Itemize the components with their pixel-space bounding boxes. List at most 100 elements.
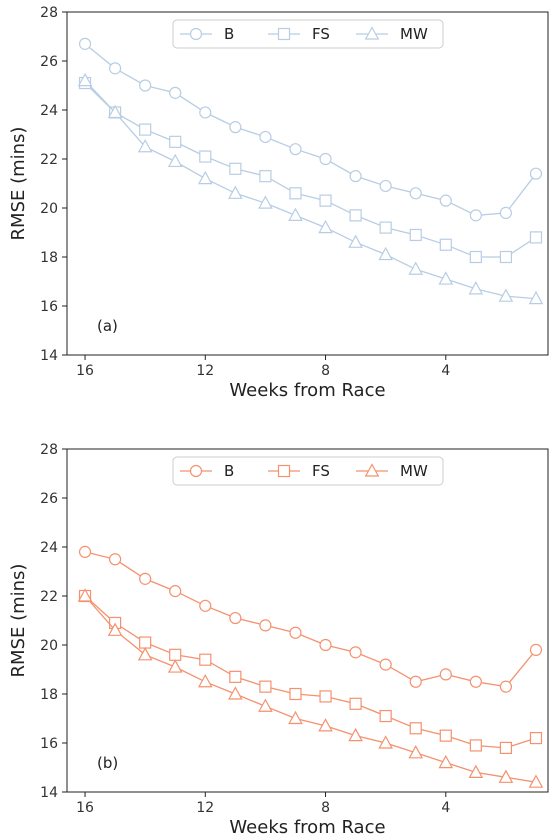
legend-box bbox=[172, 19, 444, 49]
data-point-fs bbox=[199, 150, 212, 163]
data-point-mw bbox=[438, 754, 454, 769]
y-tick-label: 26 bbox=[40, 54, 58, 70]
data-point-mw bbox=[378, 246, 393, 261]
data-point-b bbox=[289, 626, 302, 639]
data-point-mw bbox=[318, 219, 333, 234]
data-point-b bbox=[169, 584, 182, 598]
data-point-mw bbox=[137, 647, 153, 661]
data-point-b bbox=[108, 553, 122, 566]
legend-label-mw: MW bbox=[400, 25, 428, 43]
data-point-mw bbox=[348, 234, 363, 248]
data-point-b bbox=[139, 572, 152, 585]
x-tick-label: 8 bbox=[321, 363, 330, 379]
data-point-fs bbox=[229, 670, 242, 683]
panel-label: (a) bbox=[97, 317, 118, 335]
y-tick-label: 24 bbox=[40, 103, 58, 119]
data-point-mw bbox=[498, 769, 514, 783]
legend-label-fs: FS bbox=[312, 462, 330, 480]
data-point-fs bbox=[379, 709, 392, 723]
data-point-b bbox=[349, 646, 362, 659]
series-line-fs bbox=[84, 82, 537, 258]
data-point-fs bbox=[259, 680, 272, 693]
data-point-mw bbox=[107, 622, 123, 636]
legend-marker-fs bbox=[277, 27, 291, 41]
data-point-fs bbox=[289, 687, 302, 701]
chart-panel-b: 14 16 18 20 22 24 26 28 16 12 8 4 Weeks from Race RMS… bbox=[8, 442, 549, 838]
panel-label: (b) bbox=[97, 754, 118, 772]
data-point-fs bbox=[349, 209, 362, 222]
series-line-mw bbox=[84, 595, 537, 783]
data-point-b bbox=[229, 121, 242, 134]
data-point-b bbox=[469, 209, 482, 222]
y-tick-label: 14 bbox=[40, 785, 58, 801]
y-tick-label: 18 bbox=[40, 250, 58, 266]
data-point-fs bbox=[409, 722, 422, 735]
data-point-mw bbox=[258, 195, 273, 209]
series-b bbox=[78, 37, 543, 222]
x-tick-label: 4 bbox=[441, 800, 450, 816]
data-point-fs bbox=[259, 170, 272, 183]
data-point-b bbox=[499, 206, 513, 219]
data-point-b bbox=[199, 106, 212, 119]
data-point-b bbox=[289, 143, 302, 156]
x-tick-label: 8 bbox=[321, 800, 330, 816]
data-point-b bbox=[169, 86, 182, 99]
data-point-fs bbox=[439, 729, 452, 742]
legend-label-fs: FS bbox=[312, 25, 330, 43]
data-point-fs bbox=[409, 228, 422, 242]
data-point-fs bbox=[499, 741, 513, 755]
data-point-mw bbox=[288, 710, 303, 725]
data-point-fs bbox=[199, 653, 212, 666]
y-tick-label: 24 bbox=[40, 540, 58, 556]
series-line-fs bbox=[84, 595, 537, 749]
data-point-b bbox=[409, 187, 422, 200]
y-tick-label: 28 bbox=[40, 442, 58, 458]
data-point-mw bbox=[378, 735, 393, 749]
data-point-fs bbox=[379, 221, 392, 234]
data-point-fs bbox=[139, 636, 152, 649]
chart-panel-a: 14 16 18 20 22 24 26 28 16 12 8 4 Weeks from Race RMS… bbox=[8, 5, 549, 401]
data-point-mw bbox=[167, 659, 183, 673]
data-point-mw bbox=[107, 104, 123, 119]
data-point-mw bbox=[197, 674, 213, 688]
data-point-mw bbox=[528, 290, 544, 305]
legend-marker-fs bbox=[277, 464, 291, 478]
y-tick-label: 20 bbox=[40, 638, 58, 654]
data-point-b bbox=[319, 638, 332, 652]
data-point-mw bbox=[77, 588, 93, 602]
y-tick-label: 16 bbox=[40, 736, 58, 752]
data-point-fs bbox=[139, 123, 152, 136]
x-tick-label: 4 bbox=[441, 363, 450, 379]
data-point-mw bbox=[137, 139, 153, 153]
y-tick-label: 18 bbox=[40, 687, 58, 703]
y-tick-label: 20 bbox=[40, 201, 58, 217]
data-point-b bbox=[139, 79, 152, 92]
data-point-mw bbox=[468, 764, 484, 779]
data-point-b bbox=[319, 152, 332, 166]
data-point-fs bbox=[319, 194, 332, 207]
data-point-b bbox=[229, 611, 242, 625]
data-point-b bbox=[78, 37, 92, 50]
data-point-b bbox=[78, 545, 92, 559]
data-point-fs bbox=[319, 690, 332, 703]
data-point-b bbox=[379, 179, 392, 193]
data-point-mw bbox=[528, 774, 544, 788]
y-tick-label: 22 bbox=[40, 152, 58, 168]
y-axis-label: RMSE (mins) bbox=[8, 127, 29, 241]
data-point-fs bbox=[469, 250, 482, 264]
data-point-fs bbox=[439, 238, 452, 251]
series-fs bbox=[78, 589, 543, 755]
legend-label-b: B bbox=[224, 462, 234, 480]
legend-box bbox=[172, 456, 444, 486]
data-point-b bbox=[108, 62, 122, 75]
legend-label-mw: MW bbox=[400, 462, 428, 480]
data-point-b bbox=[439, 668, 452, 681]
data-point-b bbox=[529, 167, 543, 180]
series-fs bbox=[78, 76, 543, 264]
data-point-fs bbox=[349, 697, 362, 710]
series-mw bbox=[77, 588, 544, 788]
data-point-mw bbox=[167, 153, 183, 168]
x-axis-label: Weeks from Race bbox=[229, 817, 385, 838]
legend-marker-mw bbox=[364, 26, 380, 40]
